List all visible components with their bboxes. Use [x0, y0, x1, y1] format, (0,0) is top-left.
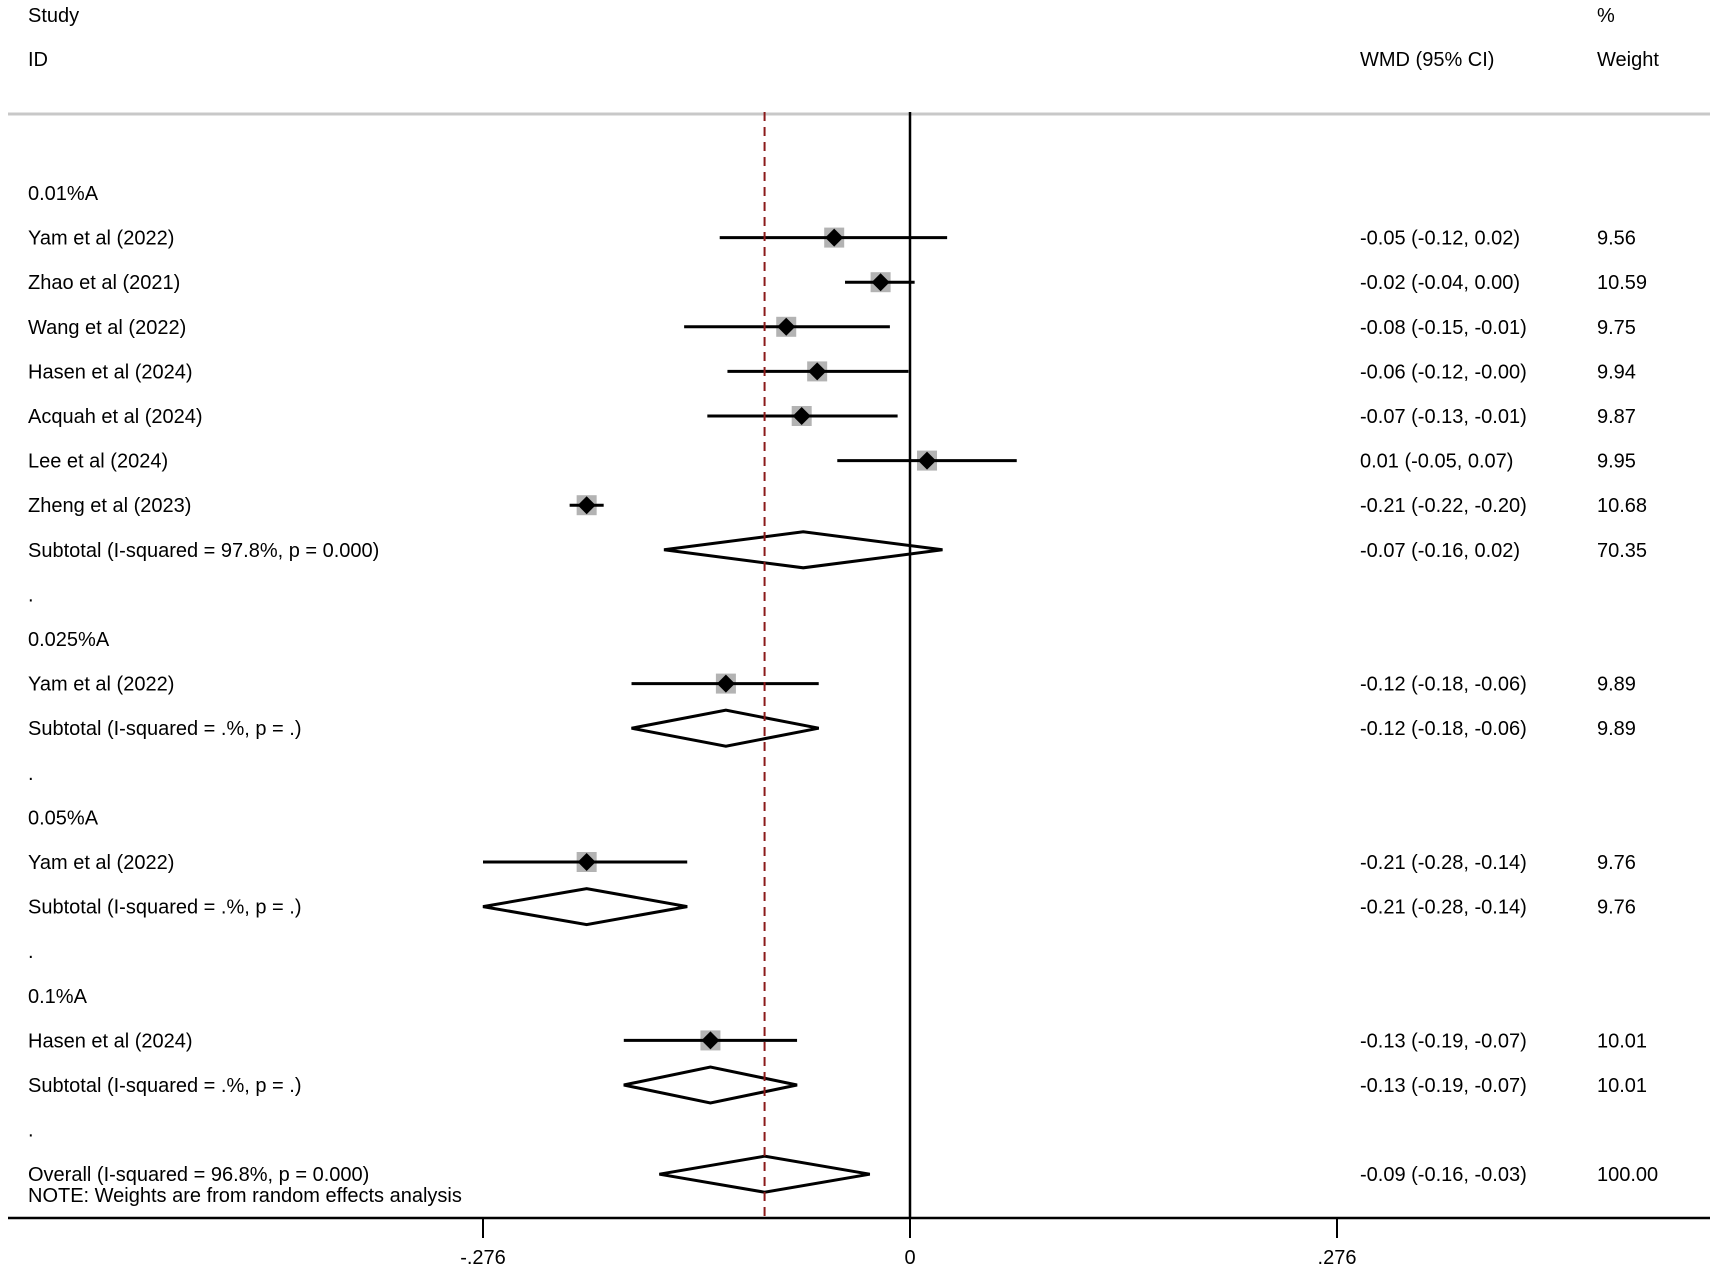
x-tick-label: -.276 — [460, 1247, 506, 1269]
effect-ci-text: -0.21 (-0.28, -0.14) — [1360, 897, 1527, 919]
row-label: 0.05%A — [28, 807, 99, 829]
weight-text: 10.68 — [1597, 495, 1647, 517]
header-id: ID — [28, 49, 48, 71]
weight-text: 70.35 — [1597, 540, 1647, 562]
weight-text: 100.00 — [1597, 1164, 1658, 1186]
effect-ci-text: -0.13 (-0.19, -0.07) — [1360, 1030, 1527, 1052]
x-axis-ticks: -.276 0 .276 — [460, 1218, 1356, 1269]
weight-text: 9.89 — [1597, 674, 1636, 696]
weight-text: 10.59 — [1597, 272, 1647, 294]
row-label: . — [28, 1120, 34, 1142]
point-estimate — [918, 451, 937, 470]
effect-ci-text: 0.01 (-0.05, 0.07) — [1360, 451, 1513, 473]
effect-ci-text: -0.09 (-0.16, -0.03) — [1360, 1164, 1527, 1186]
effect-ci-text: -0.05 (-0.12, 0.02) — [1360, 228, 1520, 250]
weight-text: 9.95 — [1597, 451, 1636, 473]
effect-ci-text: -0.21 (-0.22, -0.20) — [1360, 495, 1527, 517]
row-label: 0.025%A — [28, 629, 110, 651]
weight-text: 9.76 — [1597, 897, 1636, 919]
header-study: Study — [28, 5, 79, 27]
row-label: Zhao et al (2021) — [28, 272, 180, 294]
effect-ci-text: -0.12 (-0.18, -0.06) — [1360, 674, 1527, 696]
weight-text: 9.87 — [1597, 406, 1636, 428]
row-label: Hasen et al (2024) — [28, 1030, 193, 1052]
row-label: Yam et al (2022) — [28, 228, 174, 250]
subtotal-diamond — [631, 708, 820, 748]
row-label: 0.1%A — [28, 986, 88, 1008]
header-effect: WMD (95% CI) — [1360, 49, 1494, 71]
point-estimate — [577, 496, 596, 515]
point-estimate — [777, 317, 796, 336]
x-tick-label: .276 — [1318, 1247, 1357, 1269]
point-estimate — [808, 362, 827, 381]
effect-ci-text: -0.07 (-0.16, 0.02) — [1360, 540, 1520, 562]
row-label: Overall (I-squared = 96.8%, p = 0.000) — [28, 1164, 369, 1186]
point-estimate — [716, 674, 735, 693]
row-label: . — [28, 763, 34, 785]
x-tick-label: 0 — [904, 1247, 915, 1269]
weight-text: 9.56 — [1597, 228, 1636, 250]
point-estimate — [871, 273, 890, 292]
row-label: Yam et al (2022) — [28, 674, 174, 696]
weight-text: 9.89 — [1597, 718, 1636, 740]
study-rows: 0.01%A Yam et al (2022) -0.05 (-0.12, 0.02… — [28, 183, 1658, 1194]
effect-ci-text: -0.12 (-0.18, -0.06) — [1360, 718, 1527, 740]
row-label: Subtotal (I-squared = .%, p = .) — [28, 1075, 301, 1097]
effect-ci-text: -0.02 (-0.04, 0.00) — [1360, 272, 1520, 294]
subtotal-diamond — [663, 530, 943, 570]
row-label: Acquah et al (2024) — [28, 406, 203, 428]
row-label: . — [28, 584, 34, 606]
weight-text: 10.01 — [1597, 1075, 1647, 1097]
overall-diamond — [659, 1154, 871, 1194]
weight-text: 10.01 — [1597, 1030, 1647, 1052]
header-percent: % — [1597, 5, 1615, 27]
row-label: Yam et al (2022) — [28, 852, 174, 874]
effect-ci-text: -0.21 (-0.28, -0.14) — [1360, 852, 1527, 874]
point-estimate — [577, 853, 596, 871]
row-label: 0.01%A — [28, 183, 99, 205]
point-estimate — [825, 228, 844, 247]
row-label: Wang et al (2022) — [28, 317, 186, 339]
point-estimate — [701, 1031, 720, 1050]
subtotal-diamond — [623, 1065, 798, 1105]
row-label: Subtotal (I-squared = 97.8%, p = 0.000) — [28, 540, 379, 562]
header-weight: Weight — [1597, 49, 1659, 71]
row-label: Subtotal (I-squared = .%, p = .) — [28, 718, 301, 740]
subtotal-diamond — [482, 887, 688, 927]
effect-ci-text: -0.08 (-0.15, -0.01) — [1360, 317, 1527, 339]
effect-ci-text: -0.06 (-0.12, -0.00) — [1360, 361, 1527, 383]
row-label: Subtotal (I-squared = .%, p = .) — [28, 897, 301, 919]
effect-ci-text: -0.07 (-0.13, -0.01) — [1360, 406, 1527, 428]
effect-ci-text: -0.13 (-0.19, -0.07) — [1360, 1075, 1527, 1097]
row-label: Zheng et al (2023) — [28, 495, 191, 517]
row-label: Hasen et al (2024) — [28, 361, 193, 383]
weight-text: 9.75 — [1597, 317, 1636, 339]
point-estimate — [792, 407, 811, 425]
row-label: . — [28, 941, 34, 963]
weight-text: 9.94 — [1597, 361, 1636, 383]
weights-note: NOTE: Weights are from random effects an… — [28, 1185, 462, 1207]
weight-text: 9.76 — [1597, 852, 1636, 874]
row-label: Lee et al (2024) — [28, 451, 168, 473]
